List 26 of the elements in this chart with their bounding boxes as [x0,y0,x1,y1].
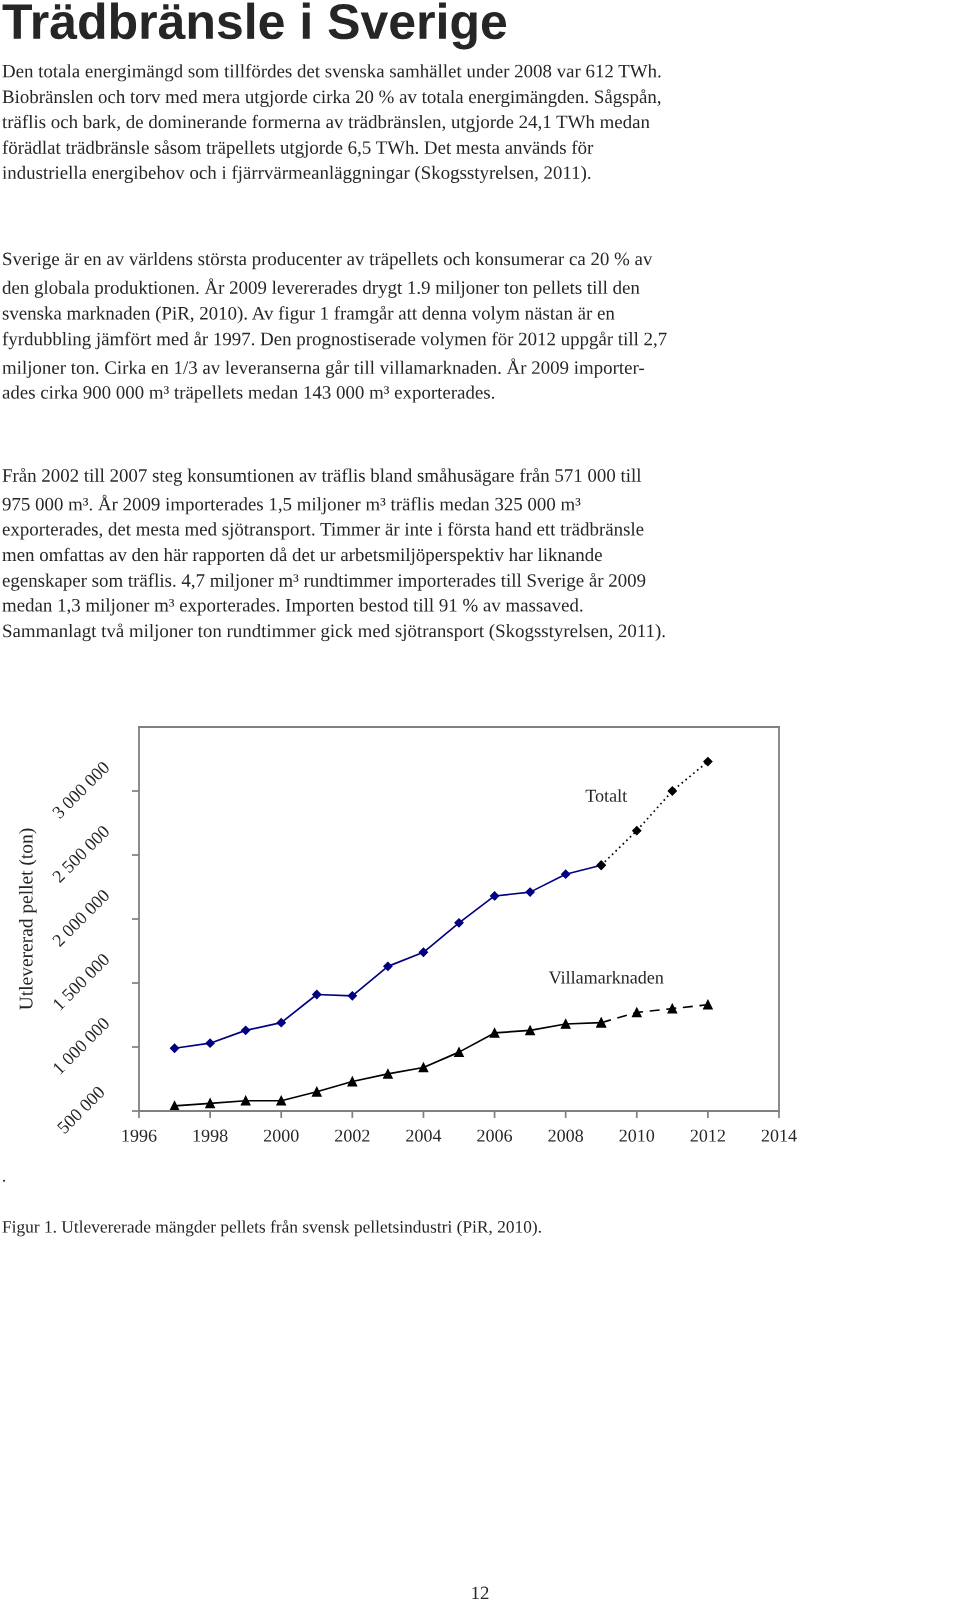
x-tick-label: 2002 [335,1129,370,1142]
x-tick-label: 2012 [690,1129,725,1142]
y-tick-label: 3 000 000 [51,760,111,820]
x-tick-label: 1998 [193,1129,228,1142]
series-label: Totalt [585,789,628,802]
text: . [3,1179,6,1182]
x-tick-label: 2006 [477,1129,513,1142]
y-axis-title: Utlevererad pellet (ton) [18,828,37,1010]
x-tick-label: 2010 [619,1129,655,1142]
y-tick-label: 1 000 000 [52,1016,111,1075]
chart-title: Trädbränsle i Sverige [2,2,507,50]
y-tick-label: 1 500 000 [52,952,111,1011]
text: Figur 1. Utlevererade mängder pellets från svensk pelletsindustri (PiR, 2010). [2,1220,541,1237]
text: Den totala energimängd som tillfördes det svenska samhället under 2008 var 612 TWh. Biobränslen och torv med mera utgjorde cirka 20 % av totala energimängden. Sågspån, träflis och bark, de dominerande formerna av trädbränslen, utgjorde 24,1 TWh medan förädlat trädbränsle såsom träpellets utgjorde 6,5 TWh. Det mesta används för industriella energibehov och i fjärrvärmeanläggningar (Skogsstyrelsen, 2011). [2,64,661,183]
x-tick-label: 2000 [263,1129,299,1142]
x-tick-label: 2008 [548,1129,584,1142]
text: 12 [472,1586,489,1600]
text: Sverige är en av världens största producenter av träpellets och konsumerar ca 20 % av den globala produktionen. År 2009 levererades drygt 1.9 miljoner ton pellets till den svenska marknaden (PiR, 2010). Av figur 1 framgår att denna volym nästan är en fyrdubbling jämfört med år 1997. Den prognostiserade volymen för 2012 uppgår till 2,7 miljoner ton. Cirka en 1/3 av leveranserna går till villamarknaden. År 2009 importer- ades cirka 900 000 m³ träpellets medan 143 000 m³ exporterades. [2,252,667,403]
text: Från 2002 till 2007 steg konsumtionen av träflis bland småhusägare från 571 000 till 975 000 m³. År 2009 importerades 1,5 miljoner m³ träflis medan 325 000 m³ exporterades, det mesta med sjötransport. Timmer är inte i första hand ett trädbränsle men omfattas av den här rapporten då det ur arbetsmiljöperspektiv har liknande egenskaper som träflis. 4,7 miljoner m³ rundtimmer importerades till Sverige år 2009 medan 1,3 miljoner m³ exporterades. Importen bestod till 91 % av massaved. Sammanlagt två miljoner ton rundtimmer gick med sjötransport (Skogsstyrelsen, 2011). [2,468,665,642]
y-tick-label: 2 500 000 [51,824,111,884]
series-label: Villamarknaden [548,970,664,984]
x-tick-label: 2004 [406,1129,442,1142]
x-tick-label: 1996 [122,1129,157,1142]
y-tick-label: 500 000 [56,1085,106,1135]
x-tick-label: 2014 [761,1129,797,1142]
y-tick-label: 2 000 000 [51,888,111,948]
